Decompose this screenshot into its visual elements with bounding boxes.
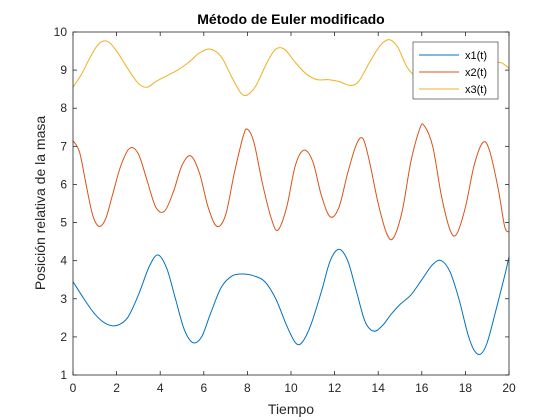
legend-label: x1(t) [465,50,487,62]
y-axis-label: Posición relativa de la masa [32,116,48,291]
legend-label: x3(t) [465,84,487,96]
chart-title: Método de Euler modificado [197,11,384,27]
x-tick-label: 20 [502,381,516,395]
y-tick-label: 7 [60,139,67,153]
y-tick-label: 5 [60,216,67,230]
legend-label: x2(t) [465,67,487,79]
x-tick-label: 4 [157,381,164,395]
y-tick-label: 3 [60,292,67,306]
x-axis-label: Tiempo [268,401,314,417]
series-line-x1t [72,248,510,355]
legend: x1(t) x2(t) x3(t) [412,41,499,100]
y-tick-label: 4 [60,254,67,268]
y-tick-label: 1 [60,368,67,382]
x-tick-label: 8 [244,381,251,395]
y-axis-ticks: 1 2 3 4 5 6 7 8 9 10 [54,25,509,382]
y-tick-label: 2 [60,330,67,344]
x-tick-label: 10 [284,381,298,395]
x-tick-label: 2 [113,381,120,395]
x-tick-label: 12 [328,381,342,395]
x-tick-label: 14 [372,381,386,395]
y-tick-label: 6 [60,177,67,191]
x-tick-label: 16 [415,381,429,395]
y-tick-label: 10 [54,25,68,39]
x-axis-ticks: 0 2 4 6 8 10 12 14 16 18 20 [70,32,516,395]
x-tick-label: 18 [459,381,473,395]
x-tick-label: 6 [200,381,207,395]
legend-items: x1(t) x2(t) x3(t) [419,50,487,96]
series-line-x2t [72,123,510,241]
y-tick-label: 9 [60,63,67,77]
y-tick-label: 8 [60,101,67,115]
x-tick-label: 0 [70,381,77,395]
